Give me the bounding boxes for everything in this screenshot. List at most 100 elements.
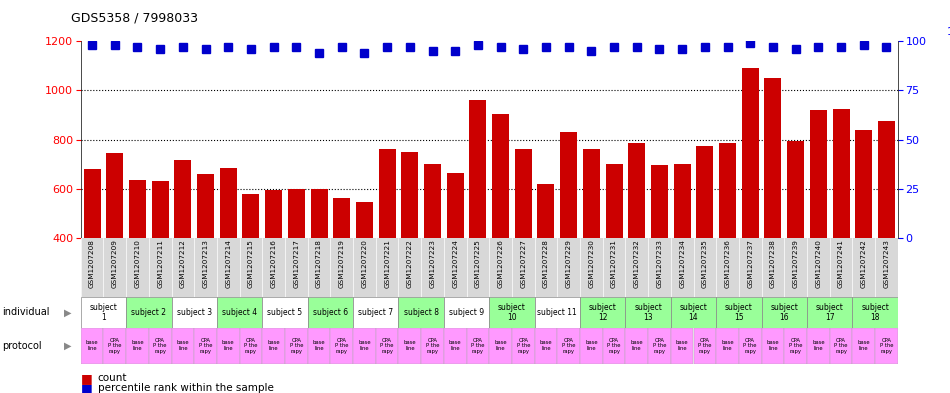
Text: GSM1207214: GSM1207214 [225,239,231,288]
Text: subject
12: subject 12 [589,303,617,322]
Text: CPA
P the
rapy: CPA P the rapy [380,338,394,354]
Text: GSM1207232: GSM1207232 [634,239,639,288]
Bar [172,328,194,364]
Bar [444,328,466,364]
Text: protocol: protocol [2,341,42,351]
Text: CPA
P the
rapy: CPA P the rapy [199,338,212,354]
Text: GSM1207241: GSM1207241 [838,239,844,288]
Bar [444,297,489,328]
Text: base
line: base line [86,340,99,351]
Text: CPA
P the
rapy: CPA P the rapy [880,338,893,354]
Bar [628,143,645,336]
Text: subject
16: subject 16 [770,303,798,322]
Text: subject 8: subject 8 [404,308,439,317]
Text: GSM1207213: GSM1207213 [202,239,209,288]
Text: GSM1207220: GSM1207220 [361,239,368,288]
Text: GSM1207224: GSM1207224 [452,239,458,288]
Bar [832,109,849,336]
Bar [398,297,444,328]
Text: CPA
P the
rapy: CPA P the rapy [108,338,122,354]
Bar [398,328,421,364]
Bar [401,152,418,336]
Bar [424,164,441,336]
Text: subject 5: subject 5 [268,308,302,317]
Bar [807,297,852,328]
Bar [716,297,762,328]
Text: subject 2: subject 2 [131,308,166,317]
Text: CPA
P the
rapy: CPA P the rapy [244,338,257,354]
Bar [580,297,625,328]
Bar [308,328,331,364]
Text: GSM1207215: GSM1207215 [248,239,254,288]
Text: subject 11: subject 11 [538,308,578,317]
Text: CPA
P the
rapy: CPA P the rapy [426,338,439,354]
Text: GSM1207229: GSM1207229 [565,239,572,288]
Text: GSM1207242: GSM1207242 [861,239,866,288]
Bar [376,328,398,364]
Text: subject
14: subject 14 [679,303,708,322]
Text: GDS5358 / 7998033: GDS5358 / 7998033 [71,12,199,25]
Bar [219,168,237,336]
Text: base
line: base line [267,340,280,351]
Bar [308,297,353,328]
Text: subject 3: subject 3 [177,308,212,317]
Text: individual: individual [2,307,49,318]
Bar [149,328,172,364]
Bar [605,164,622,336]
Text: GSM1207230: GSM1207230 [588,239,595,288]
Bar [331,328,353,364]
Bar [625,328,648,364]
Text: percentile rank within the sample: percentile rank within the sample [98,383,274,393]
Bar [716,328,739,364]
Bar [265,190,282,336]
Bar [875,328,898,364]
Text: GSM1207221: GSM1207221 [384,239,390,288]
Bar [719,143,736,336]
Text: CPA
P the
rapy: CPA P the rapy [788,338,803,354]
Bar [785,328,807,364]
Bar [671,297,716,328]
Text: GSM1207240: GSM1207240 [815,239,822,288]
Bar [175,160,191,336]
Text: subject 6: subject 6 [313,308,348,317]
Bar [648,328,671,364]
Text: CPA
P the
rapy: CPA P the rapy [744,338,757,354]
Bar [674,164,691,336]
Text: subject
10: subject 10 [498,303,526,322]
Text: GSM1207210: GSM1207210 [135,239,141,288]
Text: subject
15: subject 15 [725,303,752,322]
Bar [580,328,602,364]
Bar [538,184,555,336]
Bar [489,297,535,328]
Text: GSM1207235: GSM1207235 [702,239,708,288]
Bar [762,297,807,328]
Bar [217,328,239,364]
Bar [333,198,351,336]
Text: base
line: base line [585,340,598,351]
Bar [106,153,124,336]
Text: subject
1: subject 1 [89,303,118,322]
Bar [492,114,509,336]
Bar [81,238,898,297]
Bar [197,174,214,336]
Text: ■: ■ [81,371,92,385]
Text: GSM1207212: GSM1207212 [180,239,186,288]
Text: GSM1207217: GSM1207217 [294,239,299,288]
Text: subject
18: subject 18 [861,303,889,322]
Bar [217,297,262,328]
Text: GSM1207227: GSM1207227 [521,239,526,288]
Bar [172,297,217,328]
Text: ■: ■ [81,382,92,393]
Text: GSM1207216: GSM1207216 [271,239,276,288]
Text: base
line: base line [177,340,189,351]
Text: base
line: base line [767,340,779,351]
Text: base
line: base line [675,340,689,351]
Bar [469,100,486,336]
Text: base
line: base line [449,340,462,351]
Bar [194,328,217,364]
Text: base
line: base line [131,340,143,351]
Bar [466,328,489,364]
Text: GSM1207239: GSM1207239 [792,239,799,288]
Bar [288,189,305,336]
Bar [285,328,308,364]
